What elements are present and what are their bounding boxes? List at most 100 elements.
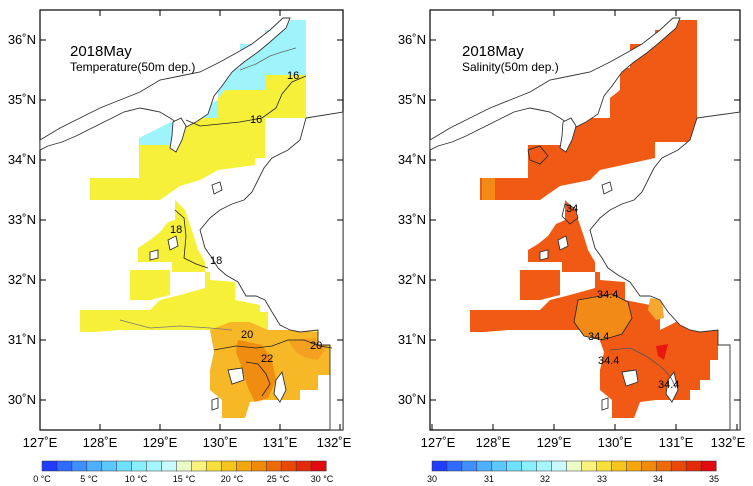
colorbar-swatch [491, 460, 508, 472]
salinity-alt-west [482, 178, 495, 200]
colorbar-swatch [101, 460, 118, 472]
salinity-panel: 34 34.4 34.4 34.4 34.4 2018May Salinity(… [398, 9, 746, 484]
colorbar-swatch [566, 460, 583, 472]
contour-22-line [245, 361, 271, 397]
y-tick-label: 32˚N [8, 272, 36, 287]
contour-label: 34.4 [588, 331, 609, 343]
colorbar-swatch [280, 460, 297, 472]
contour-18-line [174, 209, 209, 269]
contour-label: 34.4 [597, 289, 618, 301]
colorbar-swatch [295, 460, 312, 472]
temperature-x-labels: 127˚E 128˚E 129˚E 130˚E 131˚E 132˚E [23, 435, 352, 450]
iki-island [601, 181, 613, 195]
temperature-colorbar-labels: 0 °C 5 °C 10 °C 15 °C 20 °C 25 °C 30 °C [33, 474, 334, 484]
colorbar-swatch [581, 460, 597, 472]
warm-water-area-west [80, 200, 268, 332]
colorbar-swatch [41, 460, 58, 472]
contour-label: 20 [310, 340, 322, 352]
colorbar-tick-label: 10 °C [125, 474, 148, 484]
colorbar-swatch [551, 460, 568, 472]
salinity-y-labels: 30˚N 31˚N 32˚N 33˚N 34˚N 35˚N 36˚N [398, 32, 426, 407]
contour-label: 16 [287, 70, 299, 82]
colorbar-swatch [626, 460, 642, 472]
contour-34-loop [527, 145, 549, 165]
contour-34-loop2 [561, 203, 579, 225]
salinity-subtitle: Salinity(50m dep.) [462, 60, 559, 74]
warmest-core [236, 340, 276, 402]
colorbar-swatch [476, 460, 493, 472]
colorbar-swatch [161, 460, 178, 472]
y-tick-label: 35˚N [398, 92, 426, 107]
colorbar-tick-label: 20 °C [221, 474, 244, 484]
colorbar-tick-label: 15 °C [173, 474, 196, 484]
x-tick-label: 127˚E [23, 435, 58, 450]
salinity-colorbar [431, 460, 717, 472]
colorbar-swatch [71, 460, 88, 472]
x-tick-label: 132˚E [711, 435, 746, 450]
y-tick-label: 34˚N [8, 152, 36, 167]
salinity-low-core [574, 294, 632, 340]
salinity-area-north [480, 20, 697, 200]
contour-label: 18 [170, 224, 182, 236]
salinity-contours [527, 145, 677, 389]
colorbar-tick-label: 0 °C [33, 474, 51, 484]
temperature-colorbar [41, 460, 327, 472]
colorbar-swatch [611, 460, 627, 472]
colorbar-swatch [461, 460, 478, 472]
temperature-land [39, 17, 344, 431]
goto-island-1 [557, 235, 569, 251]
yakushima-island [665, 370, 679, 403]
korea-peninsula [39, 17, 291, 151]
temperature-contour-labels: 16 16 18 18 20 22 20 [170, 70, 322, 365]
colorbar-swatch [446, 460, 463, 472]
colorbar-swatch [251, 460, 267, 472]
colorbar-swatch [655, 460, 672, 472]
contour-19-line [119, 319, 233, 331]
colorbar-swatch [221, 460, 237, 472]
colorbar-swatch [146, 460, 163, 472]
small-island [601, 397, 609, 411]
kyushu-honshu-land [199, 111, 344, 431]
contour-16-line [185, 75, 307, 127]
colorbar-swatch [641, 460, 657, 472]
colorbar-swatch [310, 460, 327, 472]
colorbar-tick-label: 34 [653, 474, 663, 484]
small-island [211, 397, 219, 411]
salinity-high-spot [656, 344, 668, 360]
colorbar-tick-label: 25 °C [267, 474, 290, 484]
colorbar-tick-label: 30 [427, 474, 437, 484]
temperature-title: 2018May [70, 43, 132, 60]
x-tick-label: 128˚E [83, 435, 118, 450]
x-tick-label: 130˚E [598, 435, 633, 450]
contour-20-line [213, 339, 333, 351]
colorbar-swatch [536, 460, 553, 472]
colorbar-swatch [56, 460, 73, 472]
y-tick-label: 34˚N [398, 152, 426, 167]
temperature-axis-ticks [39, 10, 343, 430]
x-tick-label: 127˚E [421, 435, 456, 450]
colorbar-swatch [700, 460, 717, 472]
contour-label: 34 [566, 203, 578, 215]
colorbar-swatch [116, 460, 133, 472]
contour-label: 34.4 [598, 355, 619, 367]
contour-label: 22 [261, 353, 273, 365]
colorbar-swatch [596, 460, 612, 472]
iki-island [211, 181, 223, 195]
y-tick-label: 30˚N [398, 392, 426, 407]
salinity-land [429, 17, 741, 431]
temperature-panel: 16 16 18 18 20 22 20 2018May Temperature… [8, 9, 352, 484]
colorbar-swatch [176, 460, 193, 472]
tsushima-island [169, 117, 187, 153]
y-tick-label: 32˚N [398, 272, 426, 287]
contour-label: 34.4 [658, 379, 679, 391]
salinity-colorbar-labels: 30 31 32 33 34 35 [427, 474, 719, 484]
x-tick-label: 129˚E [143, 435, 178, 450]
contour-34.4-loop [573, 293, 633, 341]
colorbar-tick-label: 30 °C [311, 474, 334, 484]
warm-water-area-north [90, 75, 306, 200]
y-tick-label: 30˚N [8, 392, 36, 407]
goto-island-1 [167, 235, 179, 251]
warm-core-east [288, 338, 326, 360]
colorbar-tick-label: 5 °C [80, 474, 98, 484]
colorbar-tick-label: 35 [709, 474, 719, 484]
